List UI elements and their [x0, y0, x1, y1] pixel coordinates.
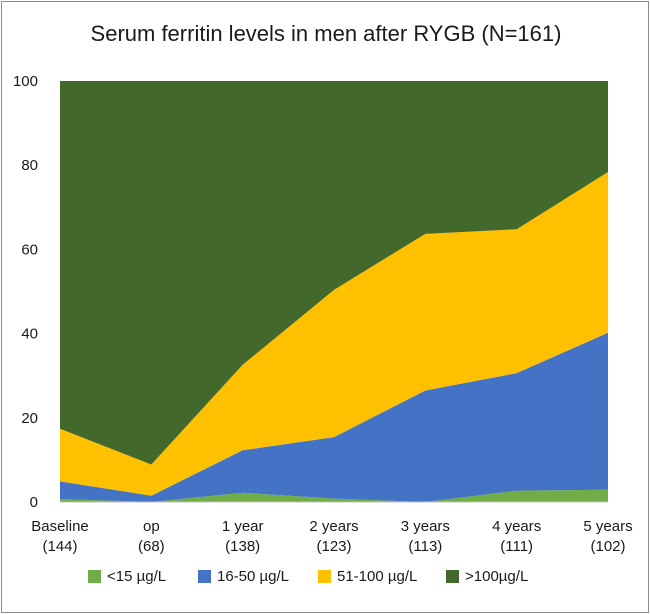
- area-series-3: [60, 81, 608, 465]
- x-tick-label: 4 years (111): [492, 518, 541, 555]
- legend-label-2: 51-100 µg/L: [337, 568, 417, 585]
- legend-swatch-1: [198, 570, 211, 583]
- y-tick-label: 100: [13, 73, 38, 90]
- y-tick-label: 20: [21, 410, 38, 427]
- legend-label-0: <15 µg/L: [107, 568, 166, 585]
- area-series-2: [60, 171, 608, 496]
- legend-swatch-0: [88, 570, 101, 583]
- area-series-1: [60, 332, 608, 502]
- y-tick-label: 0: [30, 494, 38, 511]
- y-tick-label: 40: [21, 326, 38, 343]
- x-tick-label: 5 years (102): [583, 518, 632, 555]
- y-tick-label: 60: [21, 241, 38, 258]
- legend-label-3: >100µg/L: [465, 568, 528, 585]
- area-series-0: [60, 489, 608, 502]
- x-tick-label: 3 years (113): [401, 518, 450, 555]
- x-tick-label: 1 year (138): [222, 518, 264, 555]
- axis-layer: 0 20 40 60 80 100 Baseline (144) op (68) 1 year (13…: [13, 73, 633, 555]
- y-tick-label: 80: [21, 157, 38, 174]
- chart-title: Serum ferritin levels in men after RYGB …: [91, 21, 562, 46]
- x-tick-label: Baseline (144): [31, 518, 89, 555]
- x-tick-label: op (68): [138, 518, 165, 555]
- legend-label-1: 16-50 µg/L: [217, 568, 289, 585]
- legend: <15 µg/L 16-50 µg/L 51-100 µg/L >100µg/L: [88, 568, 528, 585]
- x-tick-label: 2 years (123): [309, 518, 358, 555]
- areas-layer: [60, 81, 608, 502]
- legend-swatch-3: [446, 570, 459, 583]
- legend-swatch-2: [318, 570, 331, 583]
